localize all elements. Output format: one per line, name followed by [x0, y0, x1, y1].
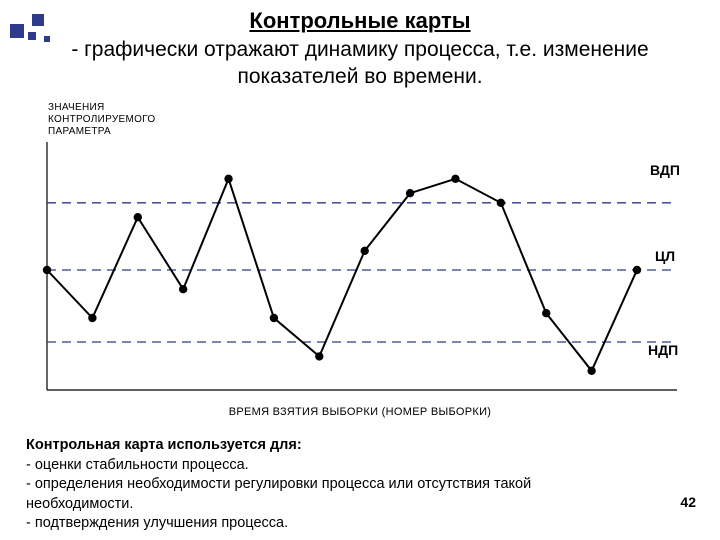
- page-number: 42: [680, 494, 696, 510]
- lcl-label: НДП: [648, 342, 678, 358]
- slide-subtitle: - графически отражают динамику процесса,…: [40, 36, 680, 91]
- chart-svg: [42, 138, 682, 398]
- cl-label: ЦЛ: [655, 248, 675, 264]
- x-axis-label: ВРЕМЯ ВЗЯТИЯ ВЫБОРКИ (НОМЕР ВЫБОРКИ): [0, 406, 720, 418]
- control-chart: [42, 138, 682, 398]
- usage-text: Контрольная карта используется для: - оц…: [26, 436, 694, 534]
- ucl-label: ВДП: [650, 162, 680, 178]
- y-axis-label: ЗНАЧЕНИЯ КОНТРОЛИРУЕМОГО ПАРАМЕТРА: [48, 102, 155, 138]
- slide: Контрольные карты - графически отражают …: [0, 8, 720, 540]
- slide-title: Контрольные карты: [0, 8, 720, 34]
